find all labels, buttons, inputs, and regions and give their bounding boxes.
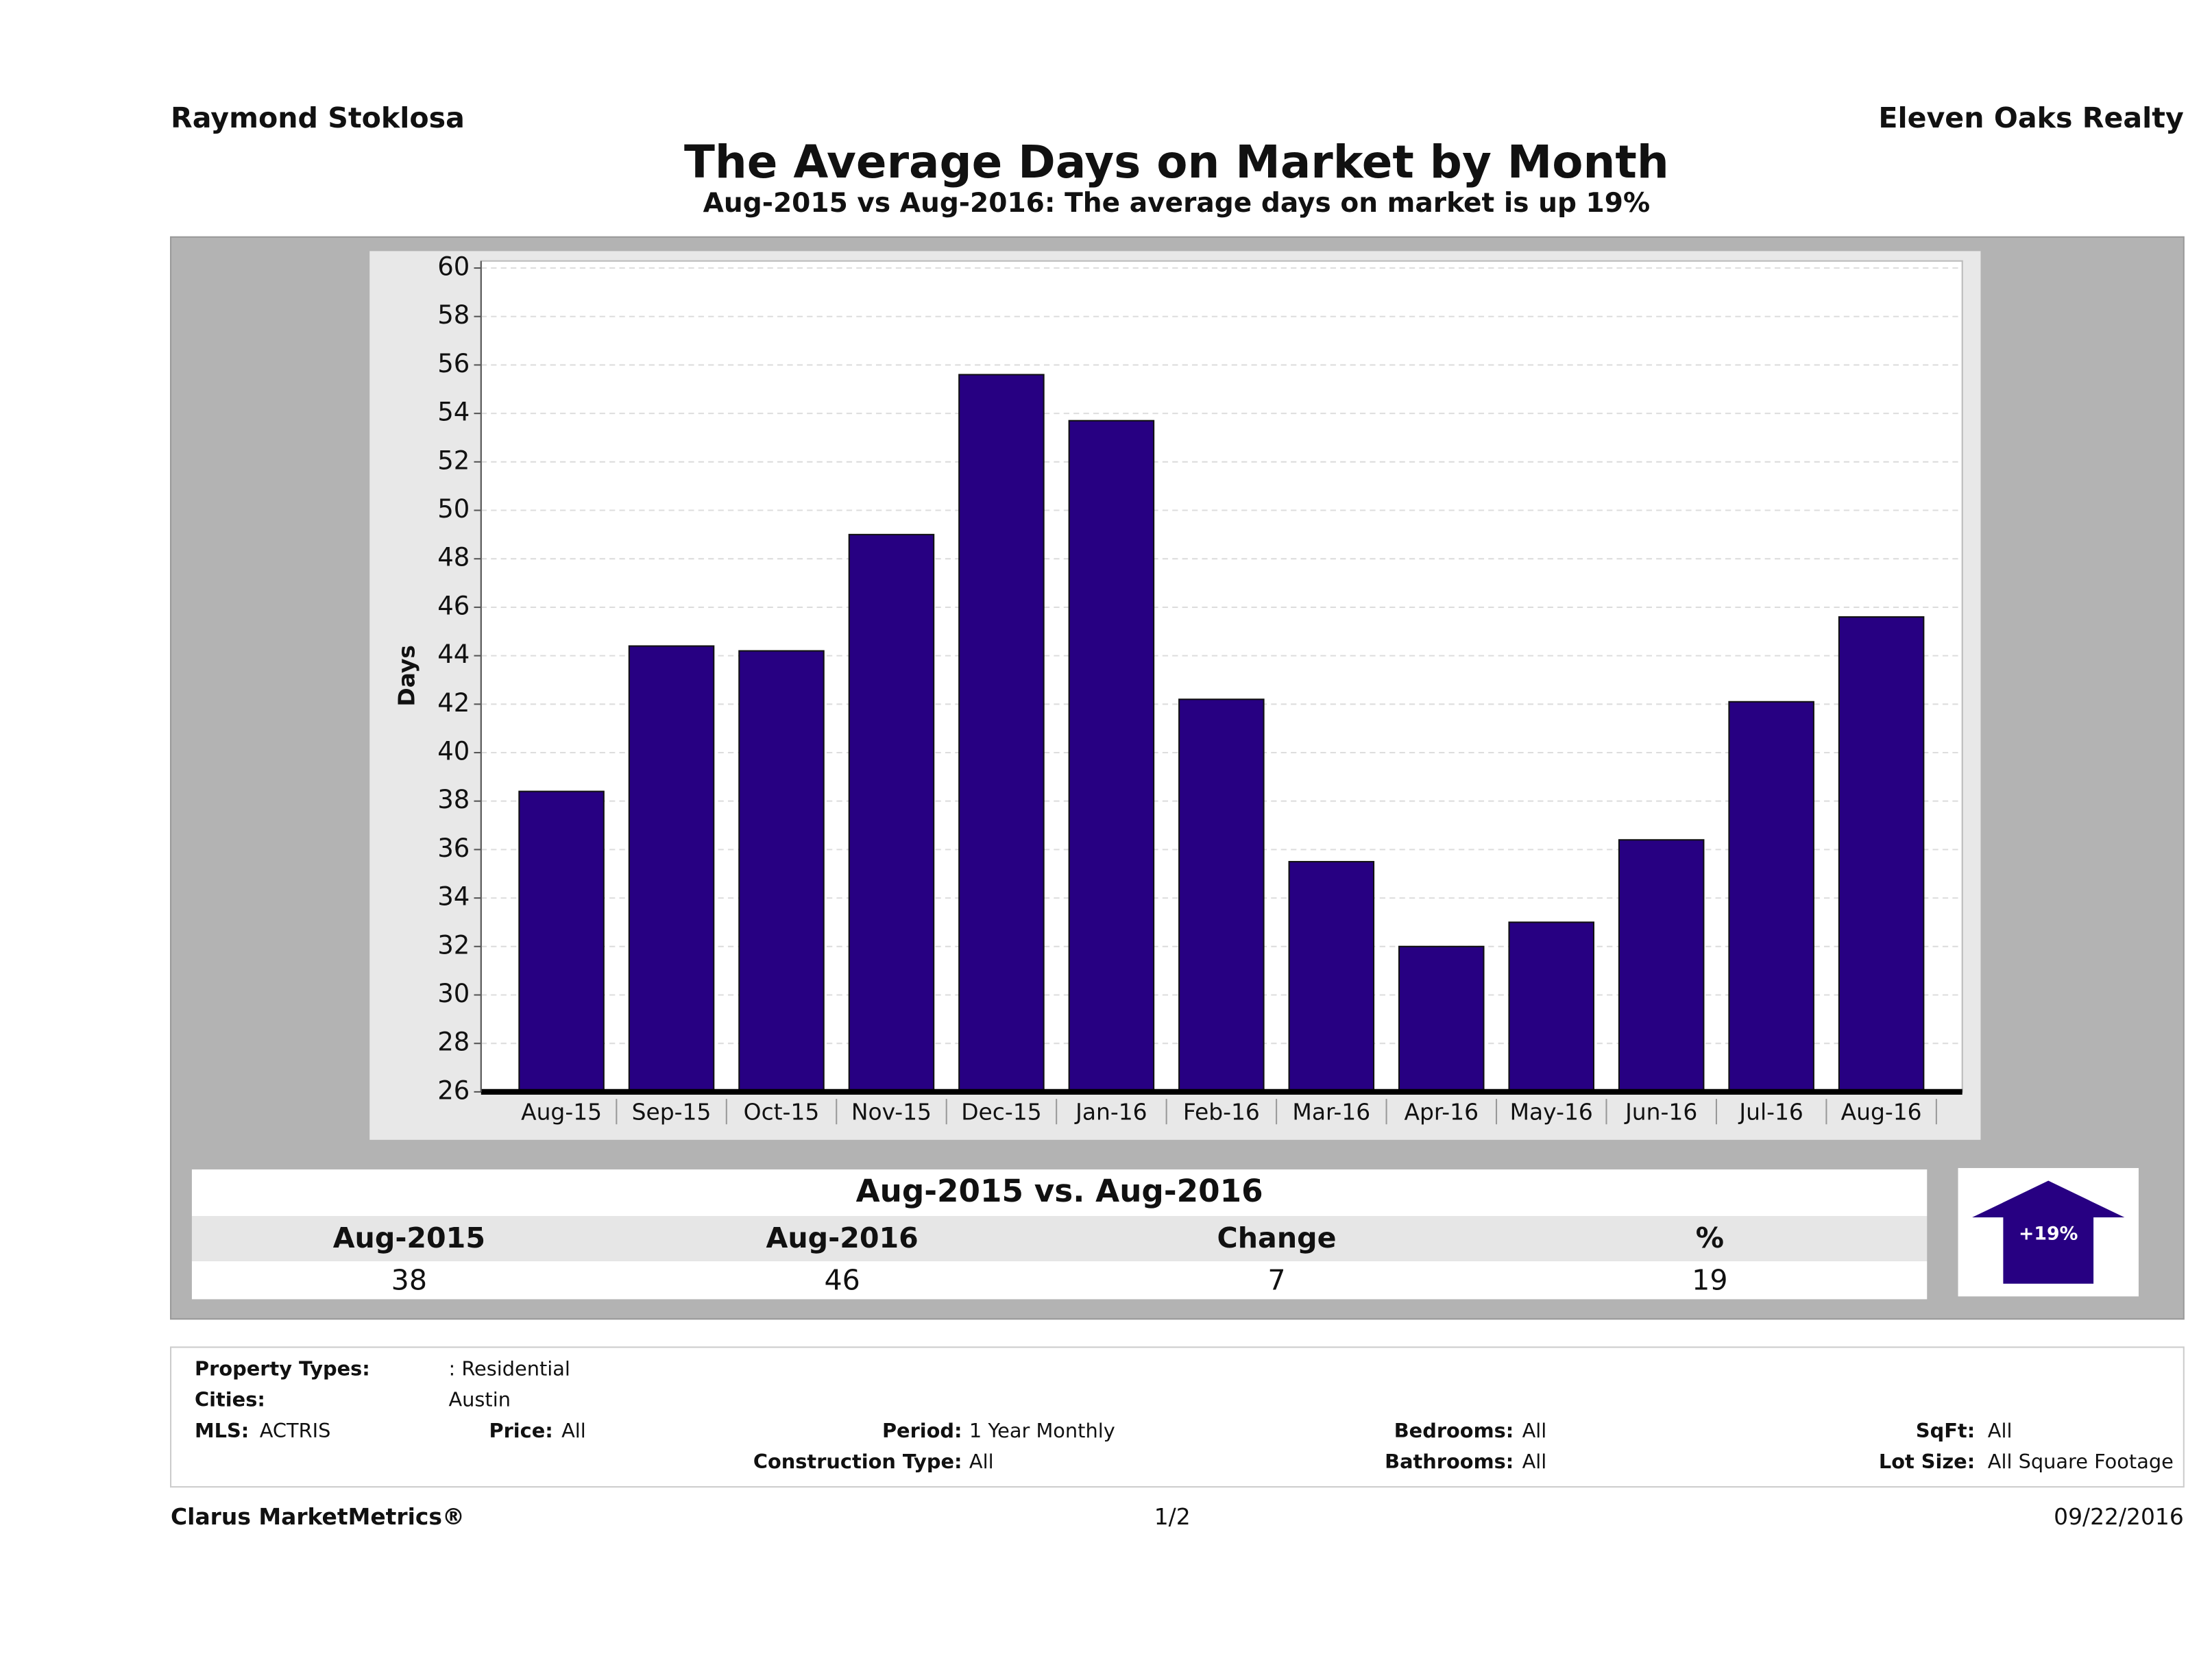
- comparison-value: 19: [1692, 1264, 1727, 1297]
- filter-label: MLS:: [195, 1419, 249, 1442]
- bar: [1728, 701, 1814, 1093]
- y-tick-label: 56: [437, 349, 470, 378]
- filter-value: : Residential: [448, 1357, 570, 1380]
- comparison-header-row: [191, 1216, 1928, 1261]
- filter-value: All: [561, 1419, 586, 1442]
- x-tick-label: Jul-16: [1738, 1098, 1803, 1125]
- y-tick-label: 34: [437, 882, 470, 912]
- bar: [518, 790, 605, 1093]
- filter-label: Construction Type:: [753, 1450, 962, 1473]
- bar: [848, 533, 935, 1093]
- comparison-header: %: [1696, 1221, 1724, 1254]
- comparison-value: 46: [824, 1264, 860, 1297]
- y-tick-label: 52: [437, 446, 470, 475]
- x-tick-label: May-16: [1510, 1098, 1593, 1125]
- filter-label: Bedrooms:: [1394, 1419, 1514, 1442]
- filter-label: Bathrooms:: [1385, 1450, 1514, 1473]
- filter-value: All: [1522, 1419, 1547, 1442]
- y-tick-label: 60: [437, 252, 470, 282]
- x-tick-label: Jun-16: [1624, 1098, 1697, 1125]
- y-tick-label: 42: [437, 688, 470, 718]
- chart-subtitle: Aug-2015 vs Aug-2016: The average days o…: [703, 188, 1650, 219]
- bar: [1508, 921, 1594, 1093]
- filter-value: All: [969, 1450, 994, 1473]
- bar: [1178, 698, 1265, 1093]
- y-tick-label: 36: [437, 834, 470, 863]
- y-tick-label: 40: [437, 737, 470, 766]
- filter-value: 1 Year Monthly: [969, 1419, 1115, 1442]
- comparison-title: Aug-2015 vs. Aug-2016: [856, 1173, 1263, 1209]
- filter-value: All: [1522, 1450, 1547, 1473]
- comparison-header: Change: [1217, 1221, 1337, 1254]
- badge-text: +19%: [2019, 1223, 2078, 1244]
- up-arrow: [1972, 1180, 2125, 1284]
- x-tick-label: Apr-16: [1404, 1098, 1479, 1125]
- filter-label: Cities:: [195, 1388, 265, 1411]
- x-tick-label: Nov-15: [851, 1098, 932, 1125]
- filter-label: SqFt:: [1916, 1419, 1975, 1442]
- bar: [1618, 839, 1705, 1093]
- y-tick-label: 30: [437, 979, 470, 1008]
- y-tick-label: 46: [437, 591, 470, 620]
- y-tick-label: 48: [437, 543, 470, 572]
- footer-brand: Clarus MarketMetrics®: [171, 1503, 465, 1530]
- comparison-title-row: [191, 1169, 1928, 1217]
- x-tick-label: Feb-16: [1183, 1098, 1260, 1125]
- comparison-header: Aug-2015: [333, 1221, 485, 1254]
- comparison-header: Aug-2016: [766, 1221, 919, 1254]
- bar: [1068, 420, 1155, 1093]
- x-tick-label: Aug-15: [521, 1098, 602, 1125]
- filter-label: Period:: [882, 1419, 962, 1442]
- filter-value: Austin: [448, 1388, 511, 1411]
- comparison-value: 38: [391, 1264, 427, 1297]
- bar: [1838, 616, 1925, 1093]
- x-tick-label: Aug-16: [1841, 1098, 1922, 1125]
- bar: [1288, 861, 1375, 1093]
- x-tick-label: Dec-15: [961, 1098, 1041, 1125]
- y-tick-label: 26: [437, 1075, 470, 1105]
- filter-label: Lot Size:: [1879, 1450, 1975, 1473]
- filter-box: [170, 1346, 2185, 1488]
- y-axis-label: Days: [393, 645, 420, 707]
- filter-value: ACTRIS: [260, 1419, 331, 1442]
- y-tick-label: 32: [437, 930, 470, 960]
- bar: [1398, 945, 1485, 1093]
- x-tick-label: Sep-15: [632, 1098, 712, 1125]
- filter-label: Property Types:: [195, 1357, 370, 1380]
- bar: [958, 374, 1045, 1093]
- y-tick-label: 54: [437, 398, 470, 427]
- y-tick-label: 38: [437, 785, 470, 814]
- y-tick-label: 58: [437, 300, 470, 330]
- comparison-value-row: [191, 1261, 1928, 1300]
- comparison-value: 7: [1267, 1264, 1285, 1297]
- chart-title: The Average Days on Market by Month: [684, 136, 1669, 189]
- y-tick-label: 28: [437, 1028, 470, 1057]
- bar: [738, 650, 825, 1093]
- y-tick-label: 50: [437, 494, 470, 524]
- agent-name: Raymond Stoklosa: [171, 101, 465, 134]
- y-tick-label: 44: [437, 640, 470, 669]
- filter-value: All Square Footage: [1988, 1450, 2174, 1473]
- x-tick-label: Oct-15: [744, 1098, 820, 1125]
- footer-page: 1/2: [1154, 1503, 1191, 1530]
- footer-date: 09/22/2016: [2054, 1503, 2184, 1530]
- company-name: Eleven Oaks Realty: [1878, 101, 2184, 134]
- x-tick-label: Jan-16: [1074, 1098, 1147, 1125]
- bar: [628, 645, 715, 1093]
- filter-label: Price:: [489, 1419, 552, 1442]
- filter-value: All: [1988, 1419, 2013, 1442]
- x-tick-label: Mar-16: [1292, 1098, 1370, 1125]
